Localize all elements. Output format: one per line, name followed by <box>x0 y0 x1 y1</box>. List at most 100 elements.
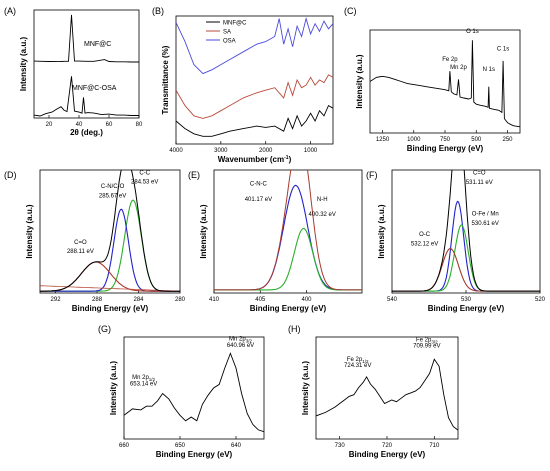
plot-frame <box>175 15 334 145</box>
plot-area <box>40 170 180 292</box>
x-tick-label: 20 <box>46 122 53 128</box>
y-axis-title: Intensity (a.u.) <box>19 37 28 92</box>
annotation-text: O 1s <box>466 29 479 35</box>
plot-area <box>34 14 139 117</box>
annotation-text: C-C <box>139 171 150 177</box>
y-axis-title: Intensity (a.u.) <box>301 361 310 416</box>
x-tick-label: 80 <box>136 122 143 128</box>
plot-area <box>370 40 520 128</box>
y-axis-title: Intensity (a.u.) <box>355 54 364 109</box>
x-tick-label: 40 <box>76 122 83 128</box>
series-label: MNF@C-OSA <box>72 85 117 92</box>
plot-frame <box>213 169 363 294</box>
annotation: Mn 2p <box>450 65 467 71</box>
x-tick-label: 720 <box>382 443 393 449</box>
plot-area <box>214 170 362 291</box>
panel-letter: (C) <box>344 6 357 16</box>
annotation: C-N-C <box>250 181 268 187</box>
annotation-sub: 1/2 <box>149 377 156 382</box>
annotation-text: Mn 2p <box>132 375 149 381</box>
annotation-text: N 1s <box>483 67 495 73</box>
x-tick-label: 2000 <box>259 148 273 154</box>
panel-letter: (D) <box>4 170 17 180</box>
annotation: 709.99 eV <box>413 344 440 350</box>
annotation: Fe 2p <box>442 57 458 63</box>
annotation-sub: 3/2 <box>246 339 253 344</box>
x-tick-label: 292 <box>51 297 62 303</box>
x-tick-label: 3000 <box>214 148 228 154</box>
annotation: 400.32 eV <box>309 212 336 218</box>
annotation-sub: 3/2 <box>431 339 438 344</box>
annotation-text: C-N/C-O <box>101 184 125 190</box>
envelope-line <box>392 170 540 292</box>
x-tick-label: 400 <box>301 297 312 303</box>
y-axis-title: Intensity (a.u.) <box>25 204 34 259</box>
panel-letter: (F) <box>366 170 378 180</box>
panel-letter: (H) <box>288 324 301 334</box>
annotation: O 1s <box>466 29 479 35</box>
legend-label: MNF@C <box>223 21 247 27</box>
envelope-line <box>40 170 180 292</box>
y-axis-title: Transmittance (%) <box>161 45 170 114</box>
x-axis-title: 2θ (deg.) <box>70 128 103 137</box>
annotation: 401.17 eV <box>245 197 272 203</box>
panel-letter: (G) <box>98 324 111 334</box>
x-tick-label: 750 <box>440 137 451 143</box>
series-line-0 <box>316 358 458 431</box>
annotation-text: 285.67 eV <box>99 193 126 199</box>
y-axis-title: Intensity (a.u.) <box>109 361 118 416</box>
plot-frame <box>391 169 541 294</box>
x-tick-label: 284 <box>134 297 145 303</box>
plot-frame <box>369 29 521 134</box>
series-line-0 <box>124 352 264 433</box>
annotation-text: C 1s <box>497 47 509 53</box>
annotation: 530.61 eV <box>472 221 499 227</box>
annotation: 284.53 eV <box>131 180 158 186</box>
annotation-text: 401.17 eV <box>245 197 272 203</box>
annotation: Fe 2p1/2 <box>347 357 369 364</box>
annotation-text: C=O <box>74 240 87 246</box>
annotation: Mn 2p3/2 <box>229 337 252 344</box>
envelope-line <box>214 170 362 291</box>
annotation: O-Fe / Mn <box>472 211 499 217</box>
panel-b: (B) 4000 3000 2000 1000 Wavenumber (cm-1) Tran… <box>152 6 334 164</box>
plot-area <box>392 170 540 292</box>
annotation: 640.96 eV <box>227 343 254 349</box>
annotation-sub: 1/2 <box>362 359 369 364</box>
annotation: 531.11 eV <box>466 180 493 186</box>
x-axis-title: Binding Energy (eV) <box>250 304 327 313</box>
plot-area <box>316 358 458 431</box>
annotation-text: 709.99 eV <box>413 344 440 350</box>
peak-1 <box>40 208 180 292</box>
plot-frame <box>39 169 181 294</box>
x-axis-title-main: Wavenumber (cm <box>218 155 284 164</box>
annotation-text: Fe 2p <box>347 357 363 363</box>
x-tick-label: 1000 <box>304 148 318 154</box>
panel-f: (F) 540 530 520 Binding Energy (eV) Intensity… <box>366 169 546 313</box>
peak-1 <box>214 227 362 291</box>
annotation: C=O <box>473 171 486 177</box>
x-axis-title: Binding Energy (eV) <box>428 304 505 313</box>
annotation-text: N-H <box>317 197 328 203</box>
annotation: N 1s <box>483 67 495 73</box>
x-tick-label: 520 <box>535 297 546 303</box>
x-axis-title: Binding Energy (eV) <box>156 450 233 459</box>
x-tick-label: 280 <box>175 297 186 303</box>
panel-c: (C) 1250 1000 750 500 250 Binding Energy (eV) I… <box>344 6 521 153</box>
x-tick-label: 710 <box>429 443 440 449</box>
annotation: 532.12 eV <box>411 242 438 248</box>
background-line <box>40 285 180 292</box>
annotation-text: Mn 2p <box>450 65 467 71</box>
x-tick-label: 540 <box>387 297 398 303</box>
annotation-text: O-Fe / Mn <box>472 211 499 217</box>
annotation: 285.67 eV <box>99 193 126 199</box>
annotation-text: 531.11 eV <box>466 180 493 186</box>
legend-label: OSA <box>223 39 236 45</box>
x-axis-title: Binding Energy (eV) <box>407 144 484 153</box>
annotation: C-C <box>139 171 150 177</box>
x-tick-label: 4000 <box>169 148 183 154</box>
x-tick-label: 530 <box>461 297 472 303</box>
